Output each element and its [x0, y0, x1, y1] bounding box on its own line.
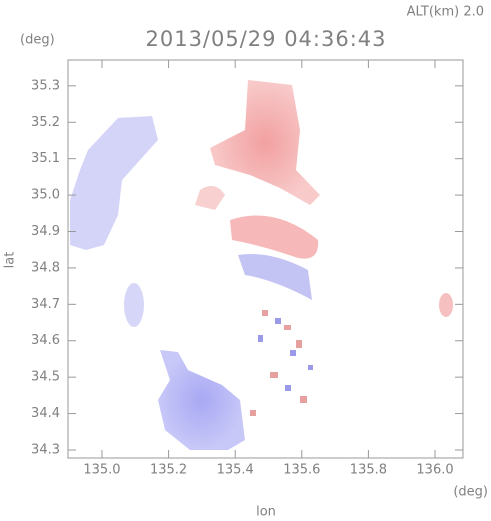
radar-echoes [70, 80, 453, 450]
x-tick-label: 135.8 [350, 463, 387, 478]
echo-blue [124, 283, 144, 327]
echo-blue [158, 350, 245, 450]
echo-blue [238, 254, 312, 300]
y-tick-label: 35.0 [31, 188, 60, 203]
y-tick-label: 34.8 [31, 260, 60, 275]
y-unit: (deg) [20, 33, 55, 48]
y-tick-label: 34.5 [31, 370, 60, 385]
x-unit: (deg) [453, 485, 488, 500]
y-tick-label: 35.1 [31, 151, 60, 166]
y-axis-label: lat [3, 252, 18, 269]
echo-red [439, 293, 453, 317]
y-tick-label: 34.4 [31, 406, 60, 421]
echo-speckle [258, 318, 313, 391]
y-tick-label: 34.3 [31, 442, 60, 457]
chart-title: 2013/05/29 04:36:43 [145, 27, 386, 51]
x-tick-label: 135.6 [283, 463, 320, 478]
echo-blue [70, 116, 158, 250]
y-tick-label: 35.3 [31, 78, 60, 93]
echo-red [210, 80, 320, 205]
altitude-label: ALT(km) 2.0 [407, 5, 484, 20]
echo-speckle [250, 310, 307, 416]
x-tick-label: 136.0 [416, 463, 453, 478]
plot-frame [67, 59, 464, 459]
x-axis-label: lon [256, 505, 276, 520]
x-tick-label: 135.2 [150, 463, 187, 478]
echo-red [230, 215, 319, 259]
y-tick-label: 34.6 [31, 333, 60, 348]
echo-red [195, 186, 225, 210]
y-tick-label: 34.7 [31, 297, 60, 312]
y-tick-label: 34.9 [31, 224, 60, 239]
y-tick-label: 35.2 [31, 115, 60, 130]
x-tick-label: 135.4 [217, 463, 254, 478]
x-tick-label: 135.0 [83, 463, 120, 478]
